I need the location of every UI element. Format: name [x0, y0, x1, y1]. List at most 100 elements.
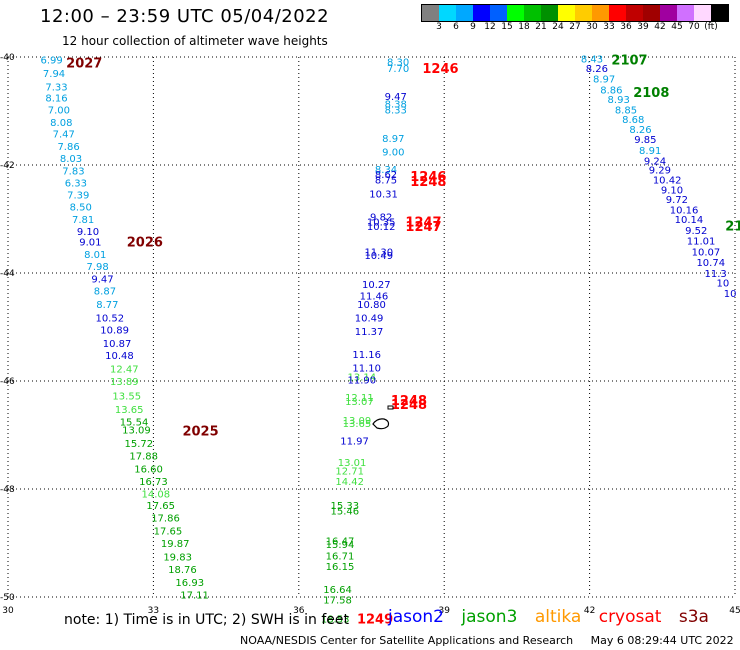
track-label: 1246 [422, 62, 458, 77]
wave-height-point: 13.65 [115, 405, 144, 416]
wave-height-point: 9.82 [370, 212, 392, 223]
scale-swatch [592, 5, 609, 21]
scale-swatch [524, 5, 541, 21]
wave-height-point: 10.42 [653, 176, 682, 187]
color-scale-labels: 3 6 9 12 15 18 21 24 27 30 33 36 39 42 45 70 (ft) [421, 22, 740, 34]
wave-height-point: 10.14 [675, 215, 704, 226]
wave-height-point: 16.60 [134, 464, 163, 475]
footer-org: NOAA/NESDIS Center for Satellite Applica… [240, 634, 574, 647]
scale-label: (ft) [704, 22, 718, 32]
wave-height-point: 10.89 [100, 326, 129, 337]
track-labels: 2027202620251246124612481247124712481248… [66, 54, 740, 628]
wave-height-point: 10.31 [369, 190, 398, 201]
data-points: 6.99 7.94 7.338.167.00 8.087.477.868.037.83… [40, 55, 736, 626]
wave-height-point: 13.55 [112, 392, 141, 403]
wave-height-point: 7.94 [43, 69, 65, 80]
track-label: 2025 [182, 425, 218, 440]
wave-height-point: 8.33 [385, 105, 407, 116]
wave-height-point: 13.09 [122, 426, 151, 437]
wave-height-point: 9.47 [385, 92, 407, 103]
track-label: 2026 [127, 236, 163, 251]
scale-label: 12 [484, 22, 496, 32]
scale-swatch [456, 5, 473, 21]
wave-height-point: 7.98 [87, 262, 109, 273]
x-tick-label: 42 [584, 606, 595, 616]
wave-height-point: 11.01 [687, 237, 716, 248]
y-tick-label: -44 [0, 269, 15, 279]
wave-height-point: 17.86 [151, 514, 180, 525]
wave-height-point: 8.75 [375, 176, 397, 187]
wave-height-point: 10.74 [696, 258, 725, 269]
wave-height-point: 8.26 [586, 64, 608, 75]
wave-height-point: 16.71 [326, 551, 355, 562]
footnote: note: 1) Time is in UTC; 2) SWH is in fe… [64, 612, 350, 628]
wave-height-point: 11.30 [364, 247, 393, 258]
wave-height-point: 15.54 [120, 418, 149, 429]
scale-swatch [439, 5, 456, 21]
scale-label: 27 [569, 22, 581, 32]
wave-height-point: 8.38 [385, 99, 407, 110]
wave-height-point: 10.12 [367, 222, 396, 233]
scale-label: 36 [620, 22, 632, 32]
y-tick-label: -48 [0, 485, 15, 495]
wave-height-point: 13.09 [343, 416, 372, 427]
wave-height-point: 13.01 [338, 458, 367, 469]
legend-altika: altika [534, 607, 582, 627]
x-tick-label: 39 [438, 606, 450, 616]
wave-height-point: 10.27 [362, 280, 391, 291]
scale-swatch [575, 5, 592, 21]
wave-height-point: 10.48 [105, 351, 134, 362]
scale-swatch [677, 5, 694, 21]
wave-height-point: 18.53 [321, 615, 350, 626]
track-label: 1246 [410, 170, 446, 185]
wave-height-point: 11.10 [352, 364, 381, 375]
legend-s3a: s3a [678, 607, 709, 627]
wave-height-point: 13.07 [345, 397, 374, 408]
color-scale-bar [421, 4, 729, 22]
wave-height-point: 17.88 [129, 452, 158, 463]
wave-height-point: 7.47 [53, 130, 75, 141]
wave-height-point: 8.01 [84, 250, 106, 261]
legend-jason2: jason2 [388, 607, 444, 627]
scale-swatch [490, 5, 507, 21]
wave-height-point: 8.26 [629, 125, 651, 136]
wave-height-point: 7.33 [45, 83, 67, 94]
wave-height-point: 10 [724, 289, 737, 300]
wave-height-point: 17.58 [323, 596, 352, 607]
scale-swatch [507, 5, 524, 21]
wave-height-point: 8.34 [375, 165, 397, 176]
scale-swatch [660, 5, 677, 21]
track-label: 21 [725, 219, 740, 234]
scale-label: 39 [637, 22, 649, 32]
track-label: 1248 [410, 175, 446, 190]
scale-label: 70 [688, 22, 700, 32]
scale-label: 9 [470, 22, 476, 32]
satellite-legend: jason2 jason3 altika cryosat s3a [388, 607, 721, 627]
wave-height-point: 8.62 [375, 170, 397, 181]
x-tick-label: 33 [148, 606, 159, 616]
wave-height-point: 10.49 [364, 251, 393, 262]
legend-cryosat: cryosat [598, 607, 662, 627]
wave-height-point: 9.47 [91, 274, 113, 285]
scale-label: 15 [501, 22, 513, 32]
wave-height-point: 18.76 [168, 565, 197, 576]
wave-height-point: 7.00 [48, 105, 70, 116]
wave-height-point: 8.86 [600, 85, 622, 96]
wave-height-point: 10.35 [367, 218, 396, 229]
wave-height-point: 19.83 [163, 553, 192, 564]
wave-height-point: 15.33 [331, 501, 360, 512]
legend-jason3: jason3 [461, 607, 518, 627]
wave-height-point: 17.65 [146, 501, 175, 512]
wave-height-point: 17.11 [180, 590, 209, 601]
wave-height-point: 13.14 [347, 373, 376, 384]
wave-height-point: 7.83 [62, 166, 84, 177]
scale-swatch [541, 5, 558, 21]
chart-title: 12:00 – 23:59 UTC 05/04/2022 [40, 6, 330, 27]
wave-height-point: 9.29 [649, 165, 671, 176]
wave-height-point: 8.85 [615, 105, 637, 116]
scale-label: 33 [603, 22, 615, 32]
track-label: 2027 [66, 56, 102, 71]
scale-swatch [643, 5, 660, 21]
track-label: 1247 [405, 220, 441, 235]
wave-height-point: 8.03 [60, 154, 82, 165]
